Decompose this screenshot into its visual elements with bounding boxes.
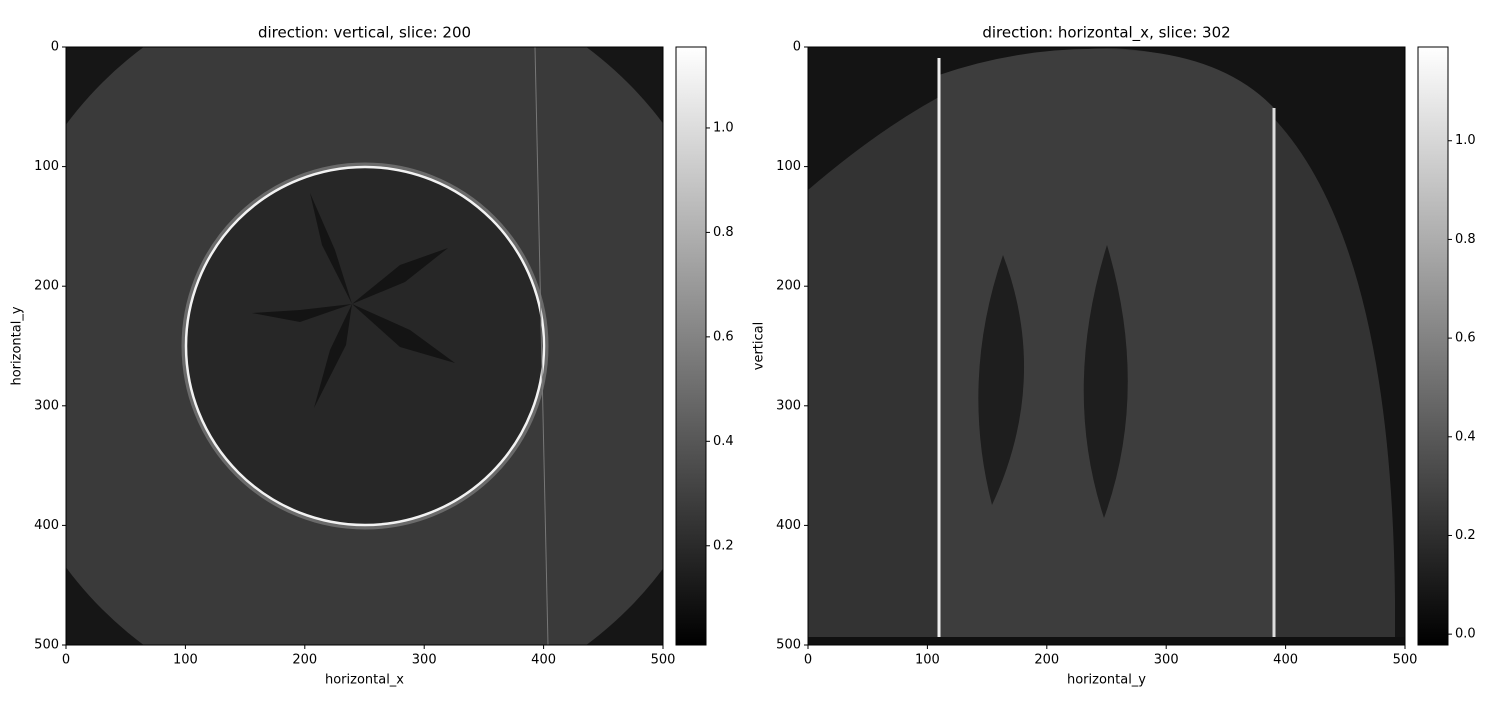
x-tick-label: 100 xyxy=(173,653,198,668)
x-tick-label: 500 xyxy=(651,653,676,668)
y-tick-label: 0 xyxy=(51,40,59,55)
x-tick-label: 200 xyxy=(292,653,317,668)
x-tick-label: 500 xyxy=(1393,653,1418,668)
x-tick-label: 200 xyxy=(1034,653,1059,668)
y-tick-label: 400 xyxy=(776,518,801,533)
x-tick-label: 400 xyxy=(1273,653,1298,668)
x-tick-label: 300 xyxy=(1154,653,1179,668)
y-tick-label: 200 xyxy=(776,279,801,294)
y-tick-label: 200 xyxy=(34,279,59,294)
axes-frame xyxy=(807,46,1406,646)
x-tick-label: 300 xyxy=(412,653,437,668)
colorbar-tick-label: 1.0 xyxy=(1455,133,1476,148)
colorbar xyxy=(675,46,707,646)
chart-title: direction: horizontal_x, slice: 302 xyxy=(982,24,1230,43)
y-tick-label: 300 xyxy=(776,398,801,413)
x-axis-label: horizontal_x xyxy=(325,673,404,688)
colorbar-tick-label: 0.2 xyxy=(713,538,734,553)
y-axis-label: horizontal_y xyxy=(10,306,25,385)
colorbar-tick-label: 0.6 xyxy=(1455,331,1476,346)
colorbar-tick-label: 0.8 xyxy=(1455,232,1476,247)
y-tick-label: 0 xyxy=(793,40,801,55)
colorbar-tick-label: 0.4 xyxy=(713,434,734,449)
y-tick-label: 500 xyxy=(34,638,59,653)
y-tick-label: 100 xyxy=(776,159,801,174)
slice-image xyxy=(66,47,663,645)
y-tick-label: 300 xyxy=(34,398,59,413)
x-tick-label: 0 xyxy=(62,653,70,668)
x-tick-label: 400 xyxy=(531,653,556,668)
colorbar-tick-label: 0.4 xyxy=(1455,429,1476,444)
y-tick-label: 400 xyxy=(34,518,59,533)
chart-title: direction: vertical, slice: 200 xyxy=(258,24,471,42)
x-tick-label: 0 xyxy=(804,653,812,668)
axes-frame xyxy=(65,46,664,646)
colorbar-tick-label: 0.8 xyxy=(713,225,734,240)
y-tick-label: 100 xyxy=(34,159,59,174)
colorbar-tick-label: 0.2 xyxy=(1455,528,1476,543)
x-tick-label: 100 xyxy=(915,653,940,668)
colorbar-tick-label: 0.6 xyxy=(713,329,734,344)
colorbar-tick-label: 0.0 xyxy=(1455,627,1476,642)
x-axis-label: horizontal_y xyxy=(1067,673,1146,688)
colorbar xyxy=(1417,46,1449,646)
slice-image xyxy=(808,47,1405,645)
y-axis-label: vertical xyxy=(752,322,767,370)
colorbar-tick-label: 1.0 xyxy=(713,120,734,135)
y-tick-label: 500 xyxy=(776,638,801,653)
